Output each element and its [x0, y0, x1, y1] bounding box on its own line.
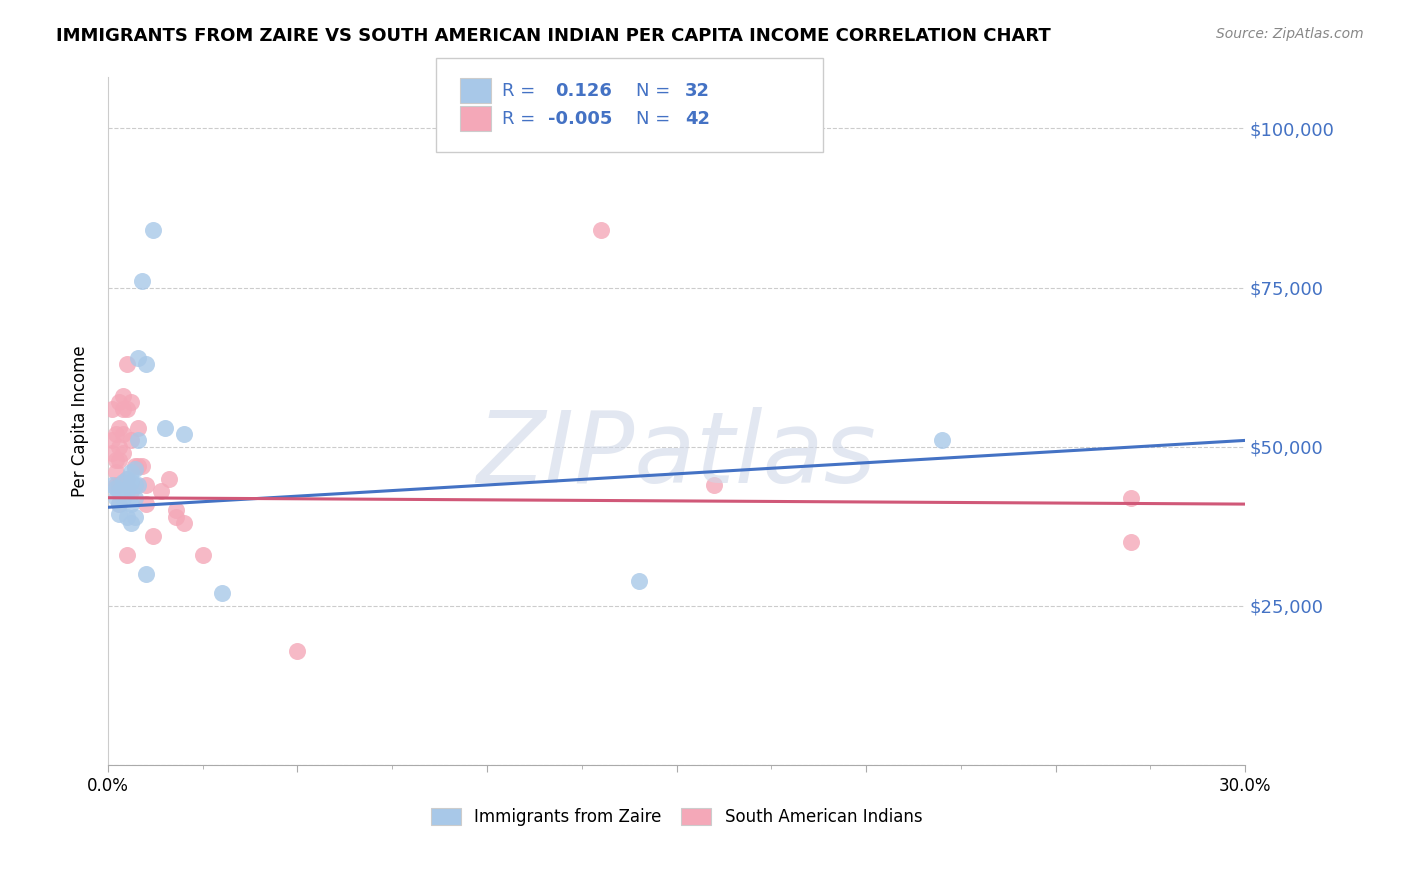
Point — [124, 462, 146, 476]
Point — [153, 420, 176, 434]
Point — [108, 484, 131, 499]
Point — [589, 223, 612, 237]
Point — [124, 509, 146, 524]
Point — [115, 484, 138, 499]
Point — [142, 223, 165, 237]
Point — [104, 478, 127, 492]
Point — [135, 567, 157, 582]
Point — [131, 274, 153, 288]
Point — [104, 452, 127, 467]
Y-axis label: Per Capita Income: Per Capita Income — [72, 345, 89, 497]
Point — [165, 509, 187, 524]
Point — [108, 507, 131, 521]
Point — [124, 478, 146, 492]
Point — [108, 497, 131, 511]
Text: ZIPatlas: ZIPatlas — [477, 407, 876, 504]
Text: 0.126: 0.126 — [555, 82, 612, 100]
Point — [1121, 491, 1143, 505]
Point — [108, 395, 131, 409]
Point — [120, 465, 142, 479]
Point — [104, 465, 127, 479]
Point — [112, 401, 135, 416]
Point — [108, 420, 131, 434]
Point — [112, 484, 135, 499]
Point — [120, 484, 142, 499]
Point — [108, 440, 131, 454]
Point — [703, 478, 725, 492]
Point — [120, 516, 142, 531]
Point — [104, 481, 127, 495]
Point — [135, 497, 157, 511]
Point — [108, 452, 131, 467]
Point — [101, 478, 124, 492]
Point — [931, 434, 953, 448]
Point — [112, 427, 135, 442]
Point — [127, 420, 149, 434]
Text: 32: 32 — [685, 82, 710, 100]
Point — [142, 529, 165, 543]
Point — [1121, 535, 1143, 549]
Text: R =: R = — [502, 110, 541, 128]
Point — [127, 434, 149, 448]
Text: IMMIGRANTS FROM ZAIRE VS SOUTH AMERICAN INDIAN PER CAPITA INCOME CORRELATION CHA: IMMIGRANTS FROM ZAIRE VS SOUTH AMERICAN … — [56, 27, 1052, 45]
Point — [124, 491, 146, 505]
Point — [124, 458, 146, 473]
Point — [115, 357, 138, 371]
Point — [150, 484, 173, 499]
Point — [115, 472, 138, 486]
Point — [127, 458, 149, 473]
Point — [287, 643, 309, 657]
Point — [627, 574, 650, 588]
Point — [108, 497, 131, 511]
Point — [173, 516, 195, 531]
Legend: Immigrants from Zaire, South American Indians: Immigrants from Zaire, South American In… — [425, 801, 929, 832]
Point — [112, 491, 135, 505]
Point — [157, 472, 180, 486]
Point — [120, 395, 142, 409]
Point — [115, 548, 138, 562]
Text: N =: N = — [636, 110, 675, 128]
Point — [101, 401, 124, 416]
Point — [135, 478, 157, 492]
Point — [104, 491, 127, 505]
Point — [108, 478, 131, 492]
Point — [112, 446, 135, 460]
Point — [135, 357, 157, 371]
Text: 42: 42 — [685, 110, 710, 128]
Point — [131, 458, 153, 473]
Text: -0.005: -0.005 — [548, 110, 613, 128]
Point — [165, 503, 187, 517]
Point — [115, 472, 138, 486]
Point — [101, 434, 124, 448]
Point — [211, 586, 233, 600]
Text: Source: ZipAtlas.com: Source: ZipAtlas.com — [1216, 27, 1364, 41]
Point — [112, 389, 135, 403]
Point — [115, 401, 138, 416]
Point — [191, 548, 214, 562]
Point — [115, 509, 138, 524]
Text: N =: N = — [636, 82, 675, 100]
Point — [127, 351, 149, 365]
Point — [120, 497, 142, 511]
Point — [112, 475, 135, 489]
Text: R =: R = — [502, 82, 541, 100]
Point — [127, 478, 149, 492]
Point — [101, 446, 124, 460]
Point — [104, 427, 127, 442]
Point — [120, 434, 142, 448]
Point — [173, 427, 195, 442]
Point — [120, 475, 142, 489]
